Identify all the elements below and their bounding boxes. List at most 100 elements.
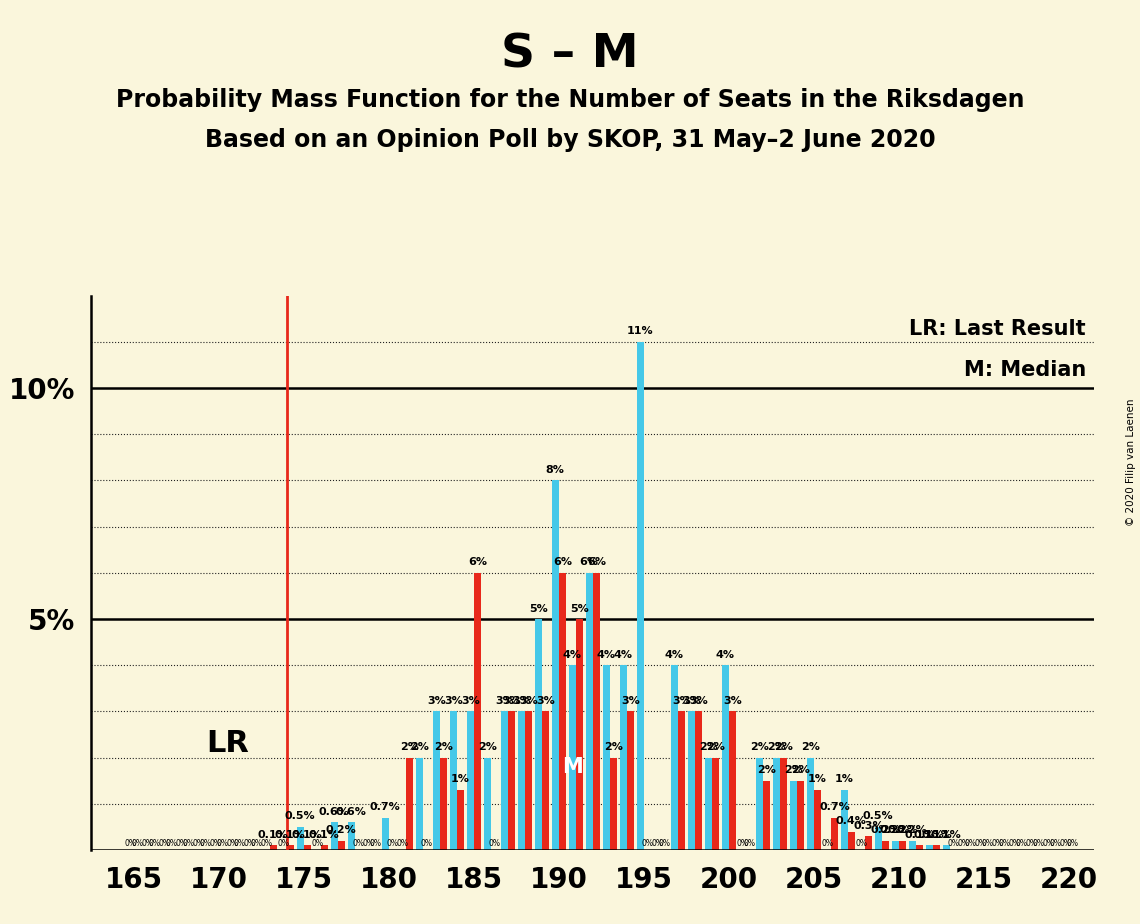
Text: 0%: 0%: [821, 839, 833, 848]
Bar: [382, 818, 389, 850]
Bar: [483, 758, 491, 850]
Text: 4%: 4%: [613, 650, 633, 660]
Text: 0%: 0%: [369, 839, 381, 848]
Text: 0%: 0%: [1059, 839, 1072, 848]
Text: 2%: 2%: [800, 742, 820, 752]
Bar: [524, 711, 532, 850]
Text: 4%: 4%: [596, 650, 616, 660]
Text: M: Median: M: Median: [963, 360, 1086, 381]
Text: 0%: 0%: [1050, 839, 1061, 848]
Bar: [440, 758, 447, 850]
Text: 0.3%: 0.3%: [853, 821, 884, 831]
Bar: [348, 822, 355, 850]
Text: 0.1%: 0.1%: [292, 830, 323, 840]
Text: 2%: 2%: [478, 742, 497, 752]
Bar: [337, 841, 345, 850]
Text: 0%: 0%: [736, 839, 748, 848]
Bar: [874, 827, 882, 850]
Text: 0%: 0%: [975, 839, 986, 848]
Bar: [831, 818, 838, 850]
Bar: [296, 827, 303, 850]
Text: 0%: 0%: [277, 839, 290, 848]
Text: 0.1%: 0.1%: [309, 830, 340, 840]
Bar: [474, 573, 481, 850]
Text: 0%: 0%: [421, 839, 432, 848]
Text: 0%: 0%: [260, 839, 272, 848]
Text: 3%: 3%: [682, 696, 701, 706]
Text: 0%: 0%: [165, 839, 178, 848]
Bar: [898, 841, 906, 850]
Bar: [603, 665, 610, 850]
Text: 0%: 0%: [217, 839, 228, 848]
Bar: [926, 845, 933, 850]
Bar: [569, 665, 576, 850]
Text: 6%: 6%: [587, 557, 605, 567]
Bar: [518, 711, 524, 850]
Bar: [711, 758, 719, 850]
Bar: [705, 758, 711, 850]
Bar: [457, 790, 464, 850]
Text: 11%: 11%: [627, 326, 653, 336]
Text: 0.2%: 0.2%: [887, 825, 918, 835]
Bar: [636, 342, 644, 850]
Bar: [552, 480, 559, 850]
Text: S – M: S – M: [502, 32, 638, 78]
Text: 1%: 1%: [834, 774, 854, 784]
Text: 0.6%: 0.6%: [319, 807, 350, 817]
Bar: [610, 758, 617, 850]
Text: 0%: 0%: [234, 839, 245, 848]
Bar: [559, 573, 565, 850]
Bar: [865, 836, 872, 850]
Bar: [320, 845, 328, 850]
Text: 0%: 0%: [200, 839, 211, 848]
Bar: [670, 665, 678, 850]
Bar: [840, 790, 848, 850]
Text: LR: Last Result: LR: Last Result: [910, 319, 1086, 339]
Text: 0%: 0%: [1033, 839, 1044, 848]
Text: 0%: 0%: [352, 839, 365, 848]
Bar: [943, 845, 950, 850]
Text: 0%: 0%: [311, 839, 323, 848]
Text: 0%: 0%: [193, 839, 204, 848]
Text: 0%: 0%: [488, 839, 500, 848]
Text: 2%: 2%: [706, 742, 725, 752]
Text: 0%: 0%: [1042, 839, 1054, 848]
Text: 2%: 2%: [434, 742, 453, 752]
Text: 3%: 3%: [502, 696, 521, 706]
Text: 5%: 5%: [529, 603, 547, 614]
Text: 2%: 2%: [604, 742, 622, 752]
Text: 0.2%: 0.2%: [326, 825, 357, 835]
Text: 8%: 8%: [546, 465, 564, 475]
Bar: [500, 711, 507, 850]
Text: 4%: 4%: [665, 650, 684, 660]
Text: 0.2%: 0.2%: [880, 825, 911, 835]
Bar: [416, 758, 423, 850]
Text: 0.5%: 0.5%: [863, 811, 894, 821]
Text: 0%: 0%: [958, 839, 969, 848]
Bar: [790, 781, 797, 850]
Text: 0%: 0%: [992, 839, 1003, 848]
Bar: [687, 711, 694, 850]
Text: 0%: 0%: [148, 839, 161, 848]
Bar: [593, 573, 600, 850]
Bar: [694, 711, 702, 850]
Text: 0%: 0%: [251, 839, 262, 848]
Text: 3%: 3%: [443, 696, 463, 706]
Bar: [406, 758, 413, 850]
Bar: [331, 822, 337, 850]
Text: 4%: 4%: [563, 650, 581, 660]
Bar: [728, 711, 736, 850]
Text: 0.1%: 0.1%: [931, 830, 962, 840]
Text: 0%: 0%: [1016, 839, 1027, 848]
Bar: [773, 758, 780, 850]
Text: 5%: 5%: [570, 603, 588, 614]
Text: 0%: 0%: [743, 839, 756, 848]
Text: 0%: 0%: [659, 839, 670, 848]
Bar: [466, 711, 474, 850]
Bar: [848, 832, 855, 850]
Text: 0%: 0%: [1008, 839, 1020, 848]
Text: 0.2%: 0.2%: [870, 825, 901, 835]
Text: 0%: 0%: [397, 839, 408, 848]
Bar: [763, 781, 770, 850]
Text: 2%: 2%: [767, 742, 785, 752]
